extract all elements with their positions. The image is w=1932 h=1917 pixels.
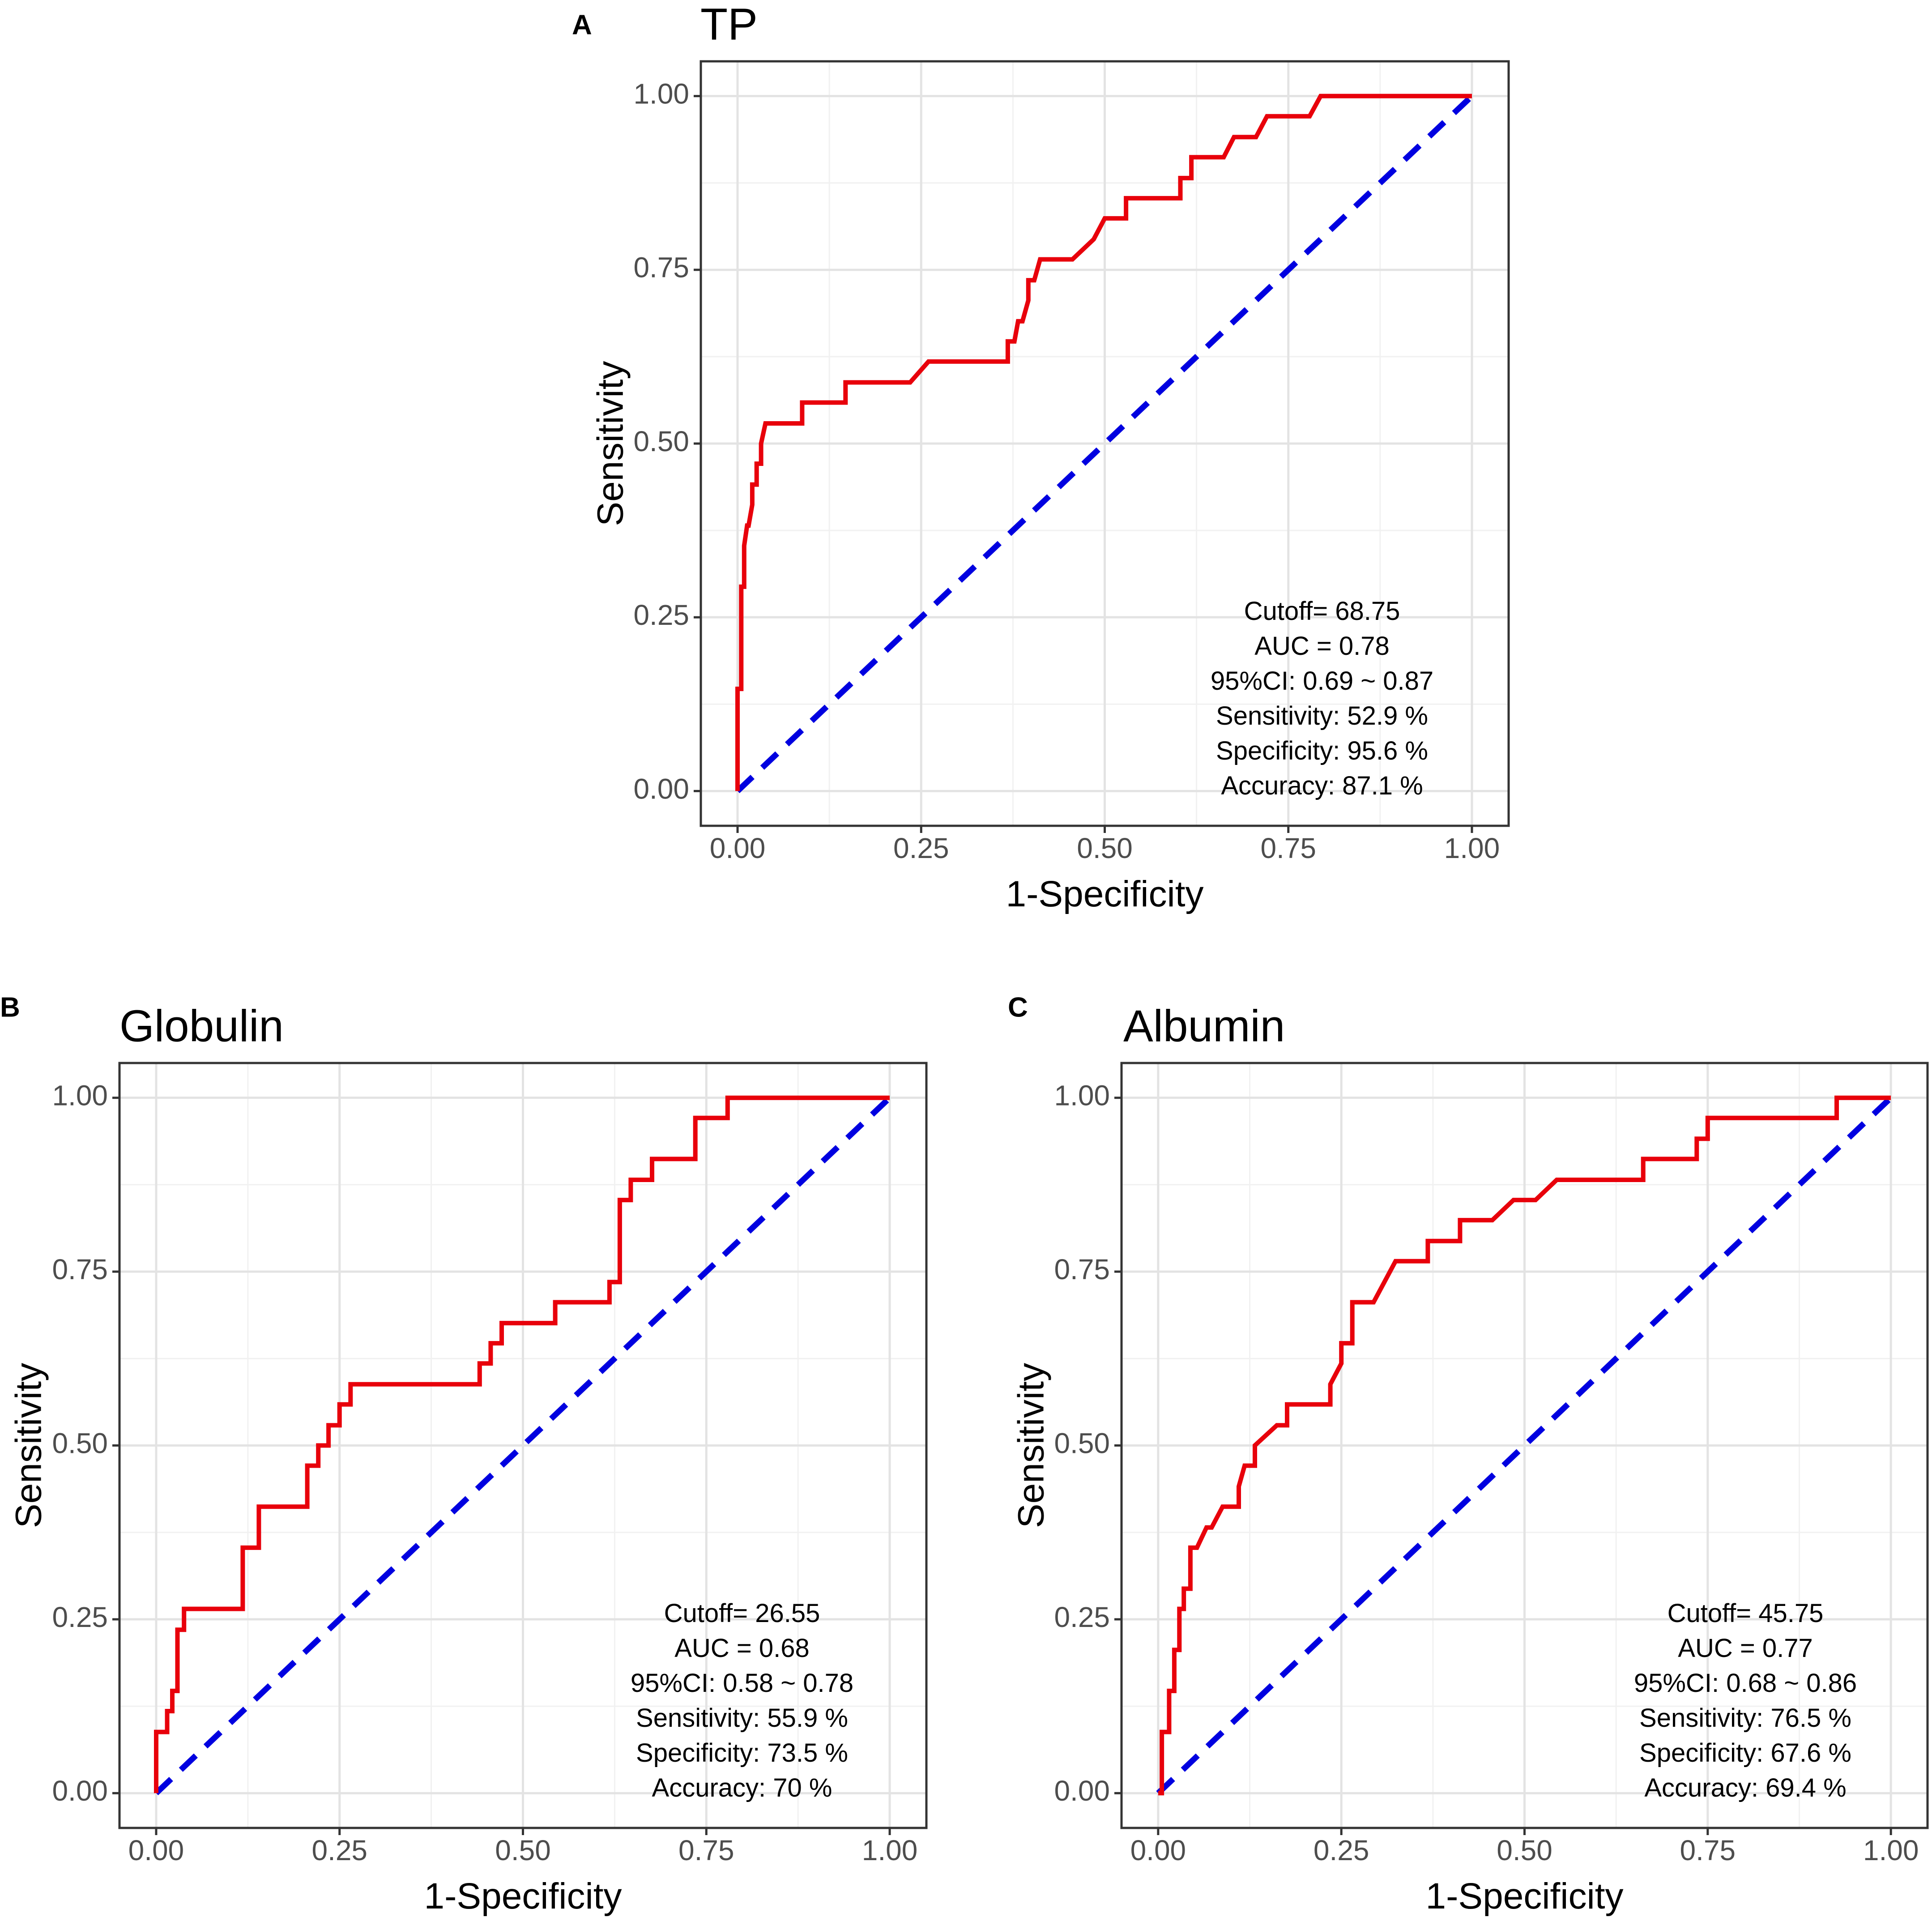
stats-line: Specificity: 73.5 % xyxy=(636,1738,848,1768)
y-tick-label: 1.00 xyxy=(52,1080,108,1112)
y-tick-label: 1.00 xyxy=(1054,1080,1110,1112)
stats-line: Sensitivity: 76.5 % xyxy=(1639,1704,1851,1733)
x-tick-label: 0.75 xyxy=(678,1834,734,1866)
stats-line: Specificity: 95.6 % xyxy=(1216,736,1428,765)
y-axis-title: Sensitivity xyxy=(590,361,631,526)
y-tick-label: 0.75 xyxy=(1054,1253,1110,1285)
panel-letter: A xyxy=(572,9,592,40)
panel-letter: C xyxy=(1008,992,1028,1023)
y-tick-label: 0.25 xyxy=(633,599,689,631)
stats-line: 95%CI: 0.68 ~ 0.86 xyxy=(1634,1669,1857,1698)
x-tick-label: 0.50 xyxy=(495,1834,551,1866)
stats-line: Cutoff= 68.75 xyxy=(1244,597,1400,626)
x-tick-label: 0.00 xyxy=(128,1834,184,1866)
panel-b: B Globulin 0.00 0.25 0.50 0.75 1.00 0.00 0.25 0.5… xyxy=(0,992,928,1917)
y-tick-label: 0.50 xyxy=(52,1427,108,1459)
y-tick-label: 0.25 xyxy=(1054,1601,1110,1633)
stats-line: Sensitivity: 55.9 % xyxy=(636,1704,848,1733)
panel-c: C Albumin 0.00 0.25 0.50 0.75 1.00 0.00 0.25 0.50… xyxy=(1008,992,1929,1917)
roc-curve-line xyxy=(1158,1095,1891,1796)
stats-line: Accuracy: 87.1 % xyxy=(1221,771,1423,800)
stats-line: Cutoff= 26.55 xyxy=(664,1599,820,1628)
y-tick-label: 0.50 xyxy=(633,425,689,457)
x-tick-label: 1.00 xyxy=(1863,1834,1919,1866)
stats-line: AUC = 0.68 xyxy=(674,1634,809,1663)
x-tick-label: 0.75 xyxy=(1680,1834,1736,1866)
x-tick-label: 0.50 xyxy=(1077,832,1133,864)
y-tick-label: 0.00 xyxy=(52,1775,108,1807)
y-tick-label: 0.25 xyxy=(52,1601,108,1633)
stats-line: 95%CI: 0.58 ~ 0.78 xyxy=(631,1669,853,1698)
x-tick-label: 0.25 xyxy=(893,832,949,864)
panel-title: Albumin xyxy=(1123,1001,1285,1051)
x-tick-label: 0.75 xyxy=(1260,832,1316,864)
roc-curve-line xyxy=(154,1095,890,1793)
x-tick-label: 0.00 xyxy=(710,832,766,864)
x-axis-title: 1-Specificity xyxy=(424,1876,622,1917)
x-tick-label: 0.00 xyxy=(1130,1834,1186,1866)
stats-line: 95%CI: 0.69 ~ 0.87 xyxy=(1211,666,1433,696)
stats-line: Specificity: 67.6 % xyxy=(1639,1738,1851,1768)
stats-line: AUC = 0.77 xyxy=(1678,1634,1813,1663)
roc-curve-line xyxy=(735,94,1472,791)
x-tick-label: 0.25 xyxy=(1314,1834,1369,1866)
stats-line: Sensitivity: 52.9 % xyxy=(1216,701,1428,730)
y-tick-label: 0.00 xyxy=(1054,1775,1110,1807)
x-axis-title: 1-Specificity xyxy=(1425,1876,1623,1917)
x-axis-title: 1-Specificity xyxy=(1006,874,1203,914)
y-tick-label: 0.75 xyxy=(52,1253,108,1285)
panel-title: TP xyxy=(700,0,758,49)
stats-line: AUC = 0.78 xyxy=(1254,632,1389,661)
x-tick-label: 1.00 xyxy=(1444,832,1500,864)
y-axis-title: Sensitivity xyxy=(9,1363,49,1528)
y-axis-title: Sensitivity xyxy=(1011,1363,1052,1528)
x-tick-label: 1.00 xyxy=(862,1834,918,1866)
panel-a: A TP 0.00 0.25 0.50 0.75 1.00 0.00 0.25 0.50 0.75 1… xyxy=(572,0,1510,914)
y-tick-label: 0.50 xyxy=(1054,1427,1110,1459)
stats-line: Accuracy: 69.4 % xyxy=(1644,1773,1846,1802)
y-tick-label: 0.00 xyxy=(633,773,689,805)
stats-line: Accuracy: 70 % xyxy=(652,1773,832,1802)
y-tick-label: 1.00 xyxy=(633,78,689,110)
panel-title: Globulin xyxy=(119,1001,284,1051)
x-tick-label: 0.50 xyxy=(1497,1834,1552,1866)
y-tick-label: 0.75 xyxy=(633,252,689,284)
stats-line: Cutoff= 45.75 xyxy=(1668,1599,1824,1628)
x-tick-label: 0.25 xyxy=(311,1834,367,1866)
panel-letter: B xyxy=(0,992,20,1023)
